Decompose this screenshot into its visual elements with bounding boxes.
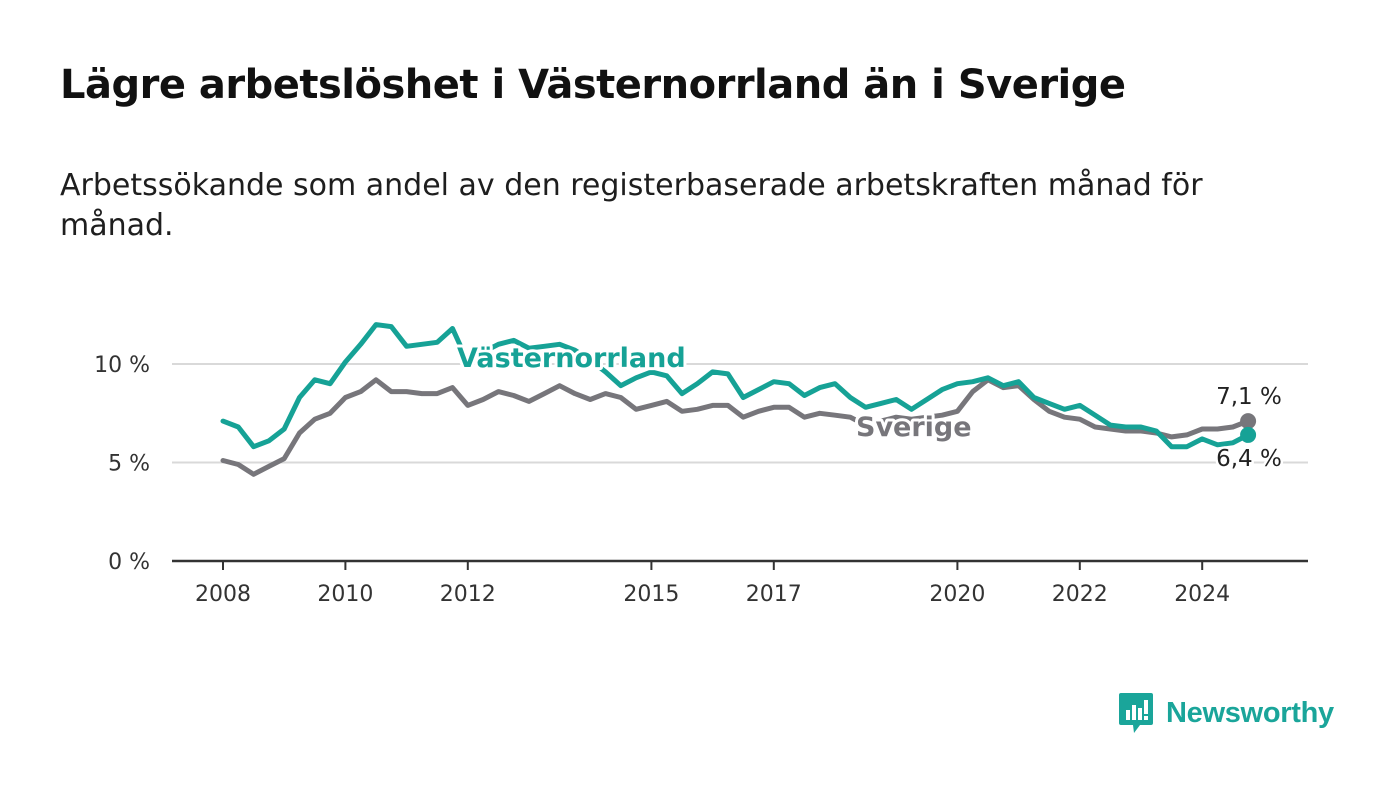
brand-name: Newsworthy	[1166, 696, 1334, 729]
x-tick-label: 2024	[1174, 582, 1230, 607]
newsworthy-logo-icon	[1119, 693, 1153, 733]
y-axis-ticks: 0 % 5 % 10 %	[94, 353, 150, 575]
x-tick-label: 2020	[929, 582, 985, 607]
y-tick-label: 5 %	[108, 452, 150, 477]
x-tick-label: 2017	[746, 582, 802, 607]
x-tick-label: 2022	[1052, 582, 1108, 607]
end-label-sverige: 7,1 %	[1216, 384, 1282, 410]
gridlines	[172, 363, 1308, 464]
chart-subtitle: Arbetssökande som andel av den registerb…	[60, 168, 1203, 243]
y-tick-label: 10 %	[94, 353, 150, 378]
series-lines	[220, 322, 1251, 477]
end-label-vasternorrland: 6,4 %	[1216, 446, 1282, 472]
series-labels: Västernorrland Sverige	[454, 340, 975, 446]
series-label-vasternorrland: Västernorrland	[457, 343, 686, 374]
y-tick-label: 0 %	[108, 550, 150, 575]
x-tick-label: 2015	[623, 582, 679, 607]
end-markers: 7,1 % 6,4 %	[1214, 382, 1285, 475]
series-line-sverige	[220, 377, 1251, 477]
end-marker-sverige	[1240, 413, 1257, 430]
x-tick-label: 2012	[440, 582, 496, 607]
x-axis: 2008 2010 2012 2015 2017 2020 2022 2024	[172, 559, 1308, 607]
end-marker-vasternorrland	[1240, 426, 1257, 443]
series-label-sverige: Sverige	[856, 412, 972, 443]
brand-logo: Newsworthy	[1118, 690, 1334, 736]
series-line-västernorrland	[220, 322, 1251, 450]
chart-title: Lägre arbetslöshet i Västernorrland än i…	[60, 62, 1126, 108]
x-tick-label: 2008	[195, 582, 251, 607]
x-tick-label: 2010	[317, 582, 373, 607]
